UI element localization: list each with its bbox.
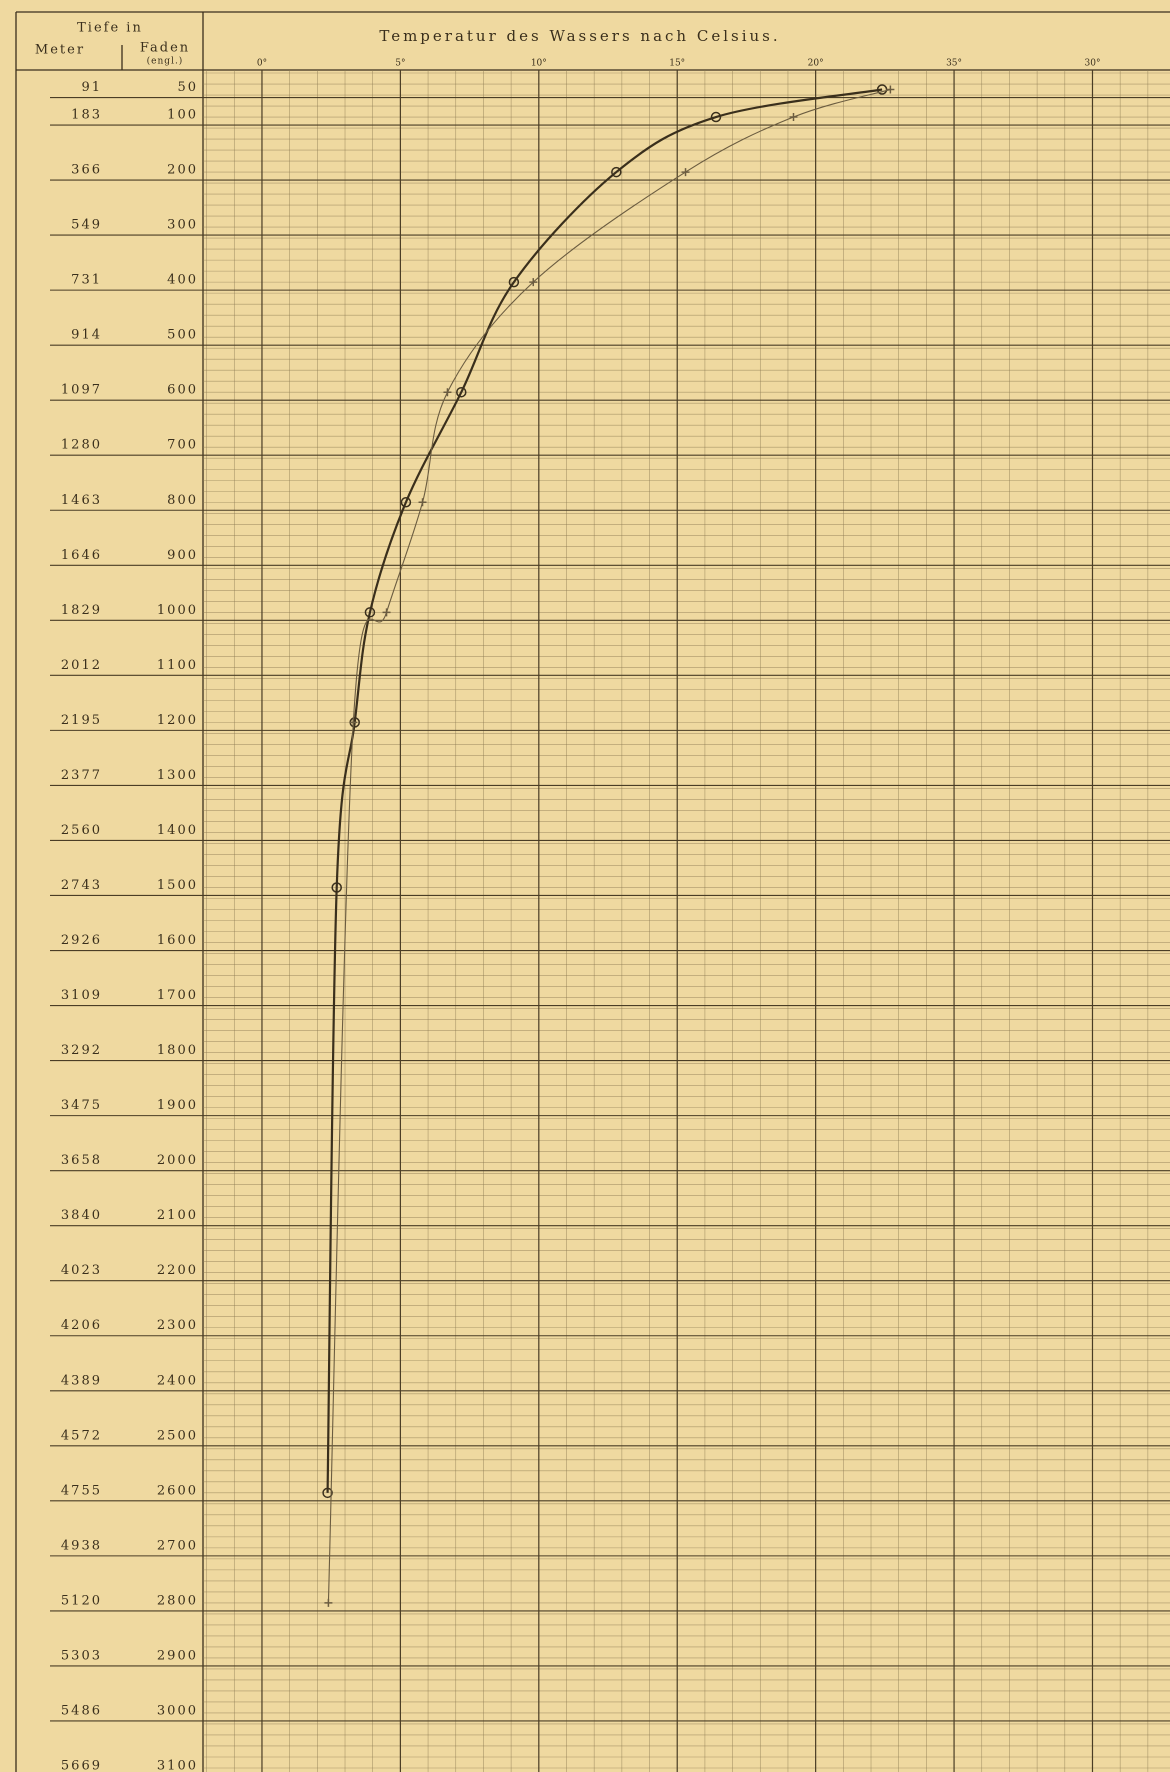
meter-label: 731: [71, 273, 102, 288]
point: [382, 608, 391, 617]
meter-label: 1463: [61, 493, 102, 508]
meter-label: 91: [81, 80, 102, 95]
y-tick-label: 1800: [157, 1043, 198, 1058]
y-tick-label: 1200: [157, 713, 198, 728]
meter-label: 1829: [61, 603, 102, 618]
point: [443, 388, 452, 397]
meter-label: 4023: [61, 1263, 102, 1278]
y-tick-label: 2300: [157, 1318, 198, 1333]
y-tick-label: 1900: [157, 1098, 198, 1113]
point: [789, 113, 798, 122]
meter-label: 4206: [61, 1318, 102, 1333]
y-tick-label: 2500: [157, 1428, 198, 1443]
y-tick-label: 2700: [157, 1538, 198, 1553]
point: [331, 882, 342, 893]
y-tick-label: 800: [167, 493, 198, 508]
y-tick-label: 500: [167, 328, 198, 343]
meter-label: 1097: [61, 383, 102, 398]
y-tick-label: 1700: [157, 988, 198, 1003]
y-tick-label: 100: [167, 108, 198, 123]
meter-label: 3475: [61, 1098, 102, 1113]
meter-label: 1280: [61, 438, 102, 453]
meter-label: 4755: [61, 1483, 102, 1498]
meter-label: 549: [71, 218, 102, 233]
y-tick-label: 1300: [157, 768, 198, 783]
meter-label: 5669: [61, 1759, 102, 1772]
meter-label: 4572: [61, 1428, 102, 1443]
meter-label: 2743: [61, 878, 102, 893]
y-tick-label: 1000: [157, 603, 198, 618]
meter-label: 4938: [61, 1538, 102, 1553]
meter-label: 5303: [61, 1648, 102, 1663]
point: [322, 1487, 333, 1499]
y-tick-label: 600: [167, 383, 198, 398]
y-tick-label: 2800: [157, 1593, 198, 1608]
meter-header: Meter: [35, 43, 85, 58]
point: [611, 166, 622, 178]
meter-label: 3109: [61, 988, 102, 1003]
y-tick-label: 3000: [157, 1703, 198, 1718]
meter-label: 3658: [61, 1153, 102, 1168]
meter-label: 366: [71, 163, 102, 178]
y-tick-label: 700: [167, 438, 198, 453]
point: [710, 111, 722, 123]
point: [349, 718, 358, 727]
meter-label: 2377: [61, 768, 102, 783]
point: [529, 278, 538, 287]
point: [324, 1598, 333, 1607]
x-tick-label: 30°: [1085, 59, 1101, 69]
meter-label: 2195: [61, 713, 102, 728]
series-line: [327, 88, 891, 1603]
meter-label: 5486: [61, 1703, 102, 1718]
meter-label: 2926: [61, 933, 102, 948]
y-tick-label: 2000: [157, 1153, 198, 1168]
meter-label: 5120: [61, 1593, 102, 1608]
y-tick-label: 900: [167, 548, 198, 563]
y-tick-label: 50: [177, 80, 198, 95]
meter-label: 1646: [61, 548, 102, 563]
y-tick-label: 300: [167, 218, 198, 233]
y-tick-label: 200: [167, 163, 198, 178]
meter-label: 2560: [61, 823, 102, 838]
y-tick-label: 1600: [157, 933, 198, 948]
y-tick-label: 2100: [157, 1208, 198, 1223]
y-tick-label: 1400: [157, 823, 198, 838]
y-tick-label: 2200: [157, 1263, 198, 1278]
x-tick-label: 10°: [531, 59, 547, 69]
meter-label: 183: [71, 108, 102, 123]
point: [508, 276, 520, 288]
meter-label: 3840: [61, 1208, 102, 1223]
x-tick-label: 0°: [257, 59, 267, 69]
meter-label: 4389: [61, 1373, 102, 1388]
y-tick-label: 1100: [157, 658, 198, 673]
table-frame: [15, 11, 1170, 1772]
y-tick-label: 1500: [157, 878, 198, 893]
faden-header: Faden: [140, 41, 190, 56]
y-tick-label: 2600: [157, 1483, 198, 1498]
chart-title: Temperatur des Wassers nach Celsius.: [379, 27, 780, 45]
point: [886, 85, 895, 94]
meter-label: 3292: [61, 1043, 102, 1058]
point: [456, 386, 467, 398]
table-header: Tiefe in: [77, 21, 143, 36]
point: [418, 498, 427, 507]
x-tick-label: 5°: [395, 59, 405, 69]
y-tick-label: 2900: [157, 1648, 198, 1663]
point: [681, 168, 690, 177]
faden-sub: (engl.): [147, 56, 184, 67]
point: [400, 497, 412, 508]
meter-label: 914: [71, 328, 102, 343]
y-tick-label: 2400: [157, 1373, 198, 1388]
y-tick-label: 3100: [157, 1759, 198, 1772]
x-tick-label: 35°: [946, 59, 962, 69]
point: [364, 607, 376, 618]
x-tick-label: 15°: [669, 59, 685, 69]
x-tick-label: 20°: [808, 59, 824, 69]
meter-label: 2012: [61, 658, 102, 673]
y-tick-label: 400: [167, 273, 198, 288]
